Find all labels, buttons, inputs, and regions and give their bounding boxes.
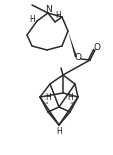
Text: H: H: [56, 126, 61, 135]
Text: H: H: [29, 16, 35, 24]
Text: H: H: [67, 93, 72, 102]
Text: H: H: [55, 11, 60, 20]
Text: O: O: [93, 44, 100, 53]
Text: ,,: ,,: [44, 97, 48, 104]
Text: N: N: [45, 5, 52, 15]
Text: ,,: ,,: [69, 97, 73, 104]
Polygon shape: [67, 31, 76, 57]
Text: O: O: [74, 53, 81, 62]
Text: H: H: [45, 93, 50, 102]
